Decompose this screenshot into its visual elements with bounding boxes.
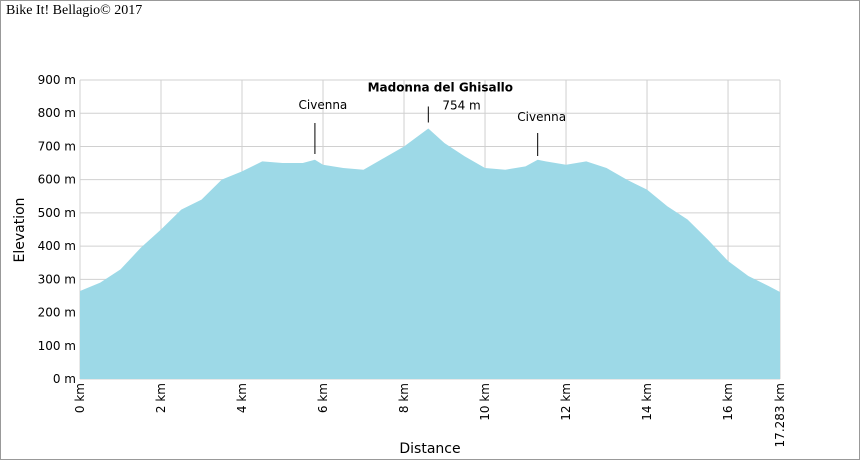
x-tick-label: 4 km: [235, 383, 249, 413]
x-tick-label: 0 km: [73, 383, 87, 413]
annotation-value: 754 m: [442, 99, 480, 113]
x-tick-label: 17.283 km: [773, 383, 787, 447]
y-tick-label: 100 m: [38, 339, 76, 353]
y-tick-label: 300 m: [38, 272, 76, 286]
y-tick-label: 900 m: [38, 73, 76, 87]
x-tick-label: 10 km: [478, 383, 492, 421]
header: Bike It! Bellagio© 2017: [6, 3, 142, 18]
y-tick-label: 500 m: [38, 206, 76, 220]
y-tick-label: 0 m: [53, 372, 76, 386]
x-tick-label: 2 km: [154, 383, 168, 413]
annotation-label: Madonna del Ghisallo: [368, 81, 513, 95]
y-tick-label: 700 m: [38, 139, 76, 153]
x-tick-label: 6 km: [316, 383, 330, 413]
y-tick-label: 200 m: [38, 306, 76, 320]
y-tick-label: 800 m: [38, 106, 76, 120]
annotation-label: Civenna: [299, 98, 348, 112]
x-tick-label: 12 km: [559, 383, 573, 421]
x-tick-label: 8 km: [397, 383, 411, 413]
elevation-area: [80, 128, 780, 379]
x-tick-label: 14 km: [640, 383, 654, 421]
y-tick-label: 600 m: [38, 173, 76, 187]
x-axis-title: Distance: [399, 441, 460, 457]
y-axis-title: Elevation: [12, 197, 28, 262]
y-tick-label: 400 m: [38, 239, 76, 253]
x-tick-label: 16 km: [721, 383, 735, 421]
annotation-label: Civenna: [517, 110, 566, 124]
